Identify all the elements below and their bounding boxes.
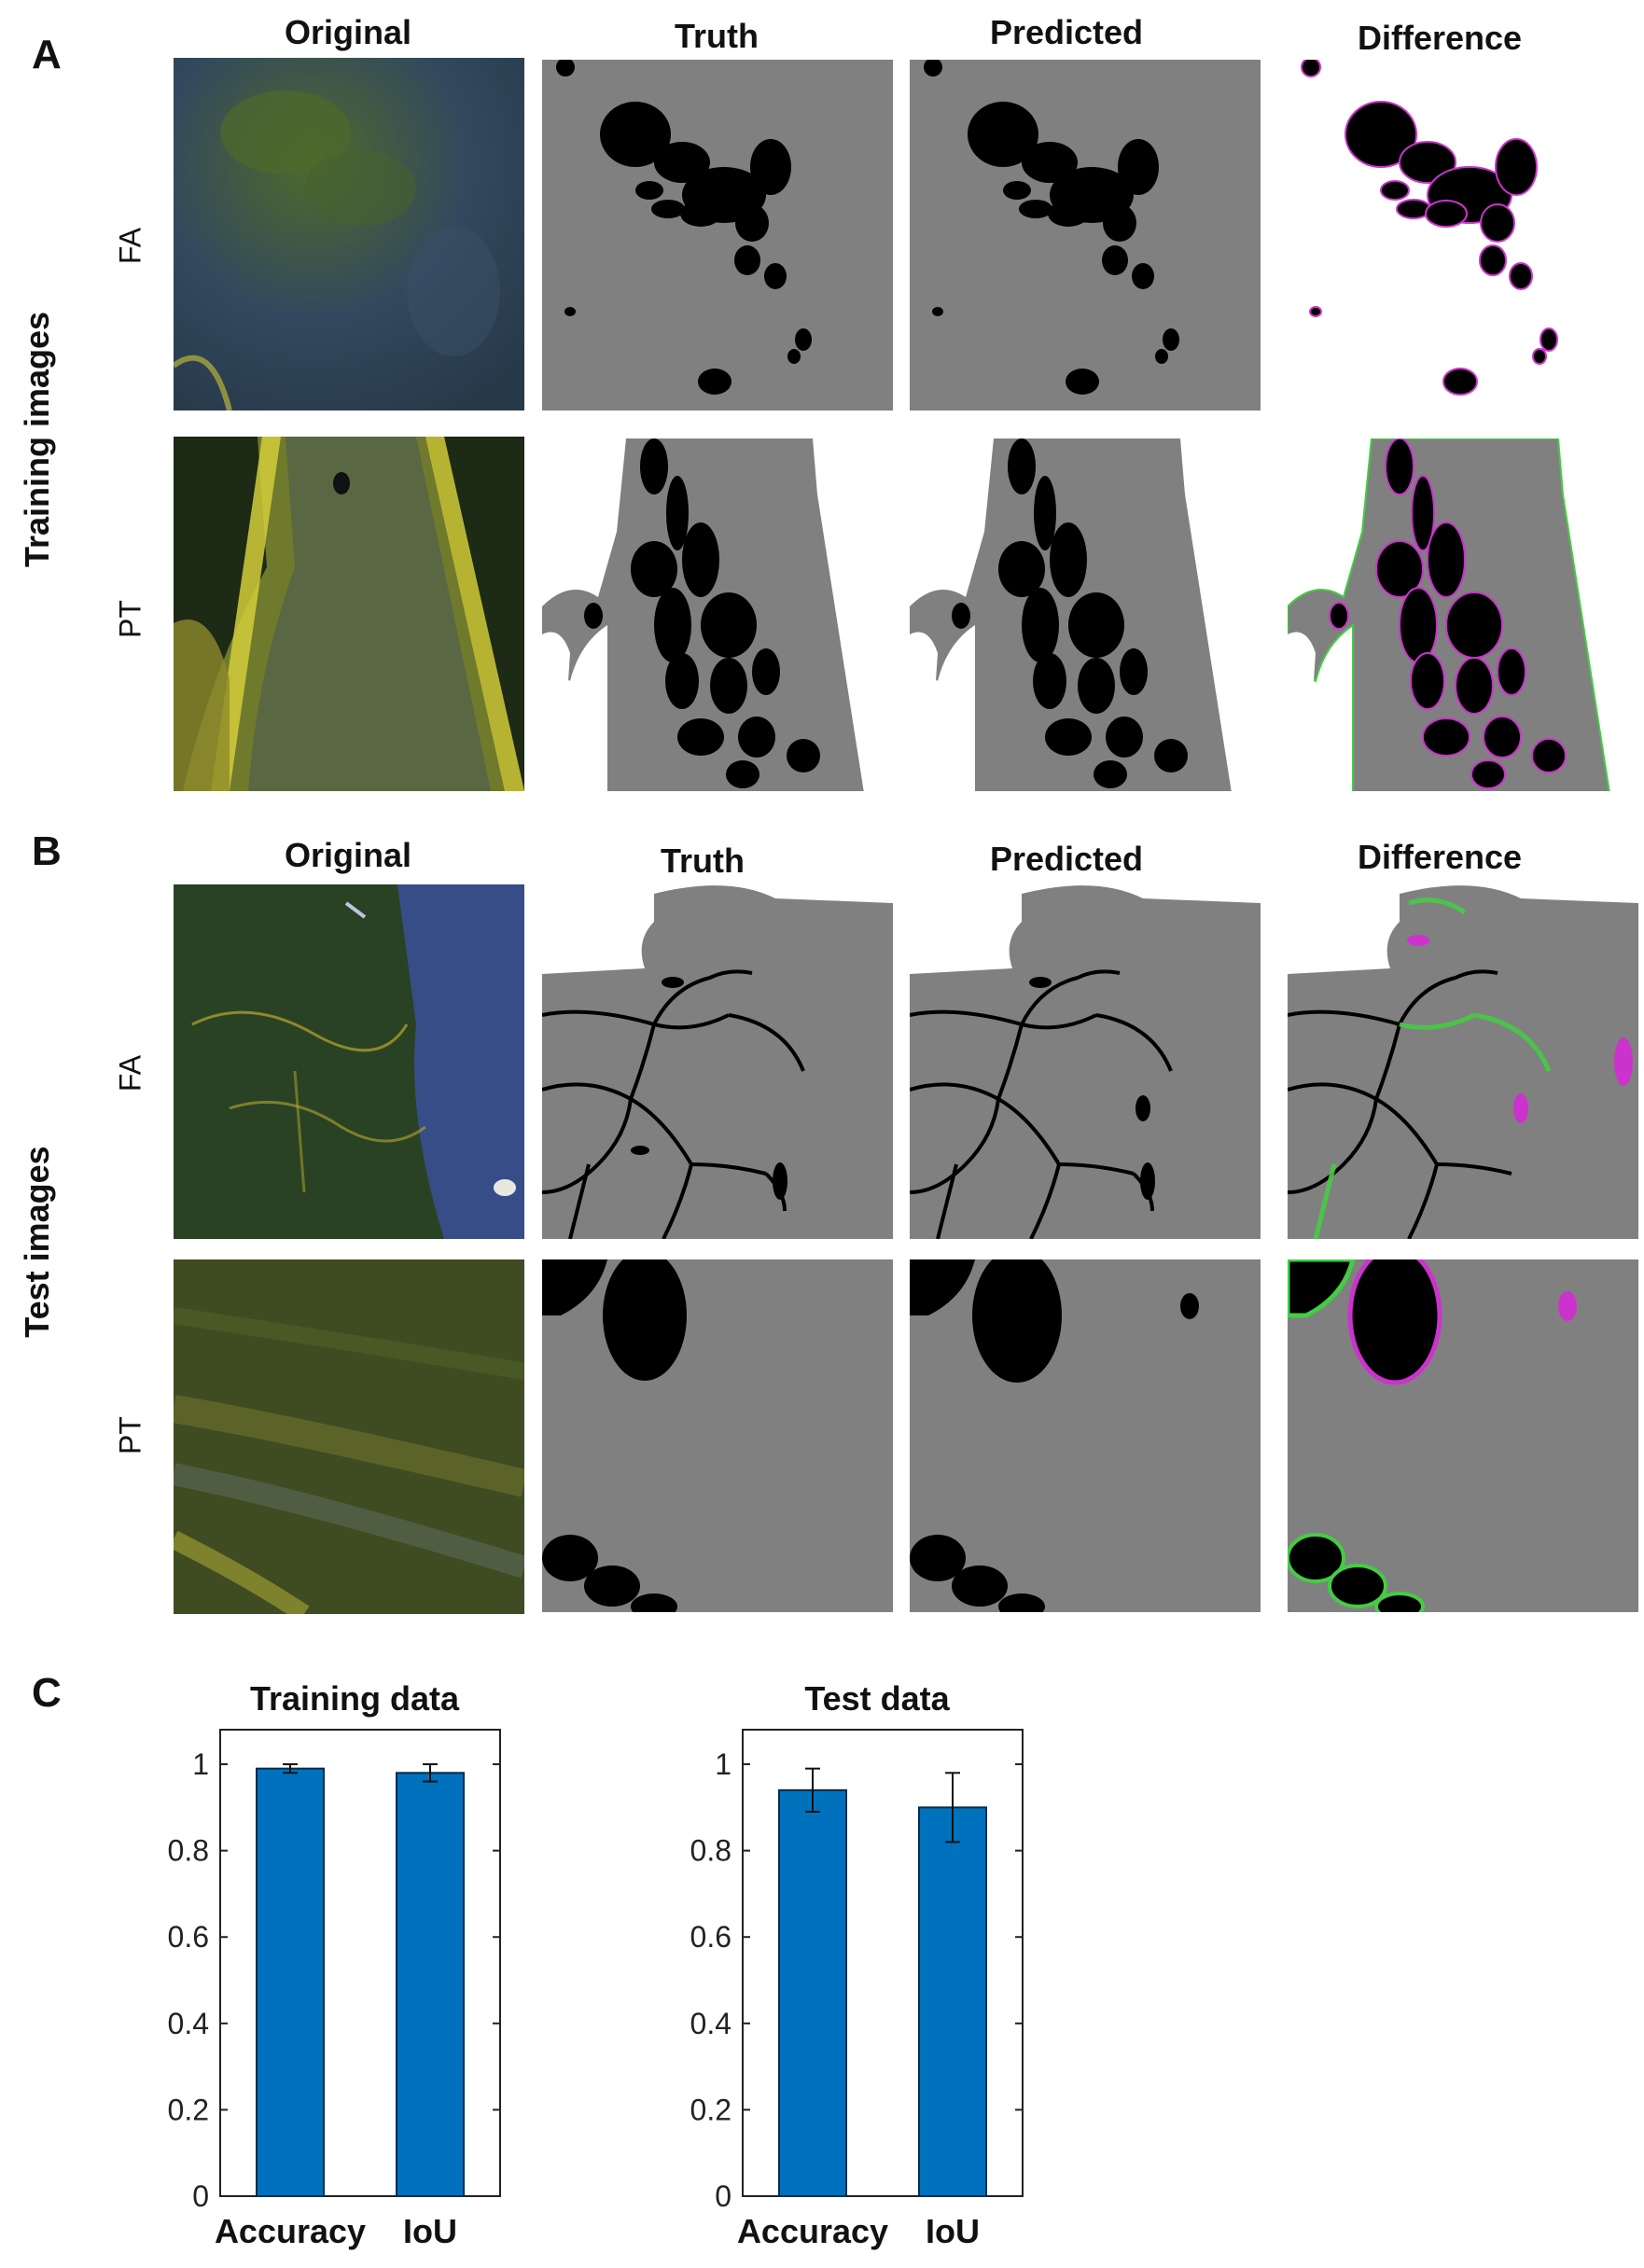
y-tick-label-training-1: 0.2: [168, 2093, 209, 2126]
bar-training-accuracy: [256, 1767, 325, 2198]
bar-test-accuracy: [778, 1788, 847, 2197]
y-tick-label-test-2: 0.4: [690, 2007, 731, 2040]
predicted-mask-b-pt: [910, 1259, 1261, 1612]
x-category-label-training-0: Accuracy: [215, 2212, 366, 2250]
predicted-mask-b-fa: [910, 884, 1261, 1239]
bar-chart-training: 0 0.2 0.4 0.6 0.8 1 Accuracy IoU: [168, 1729, 501, 2250]
truth-mask-b-fa: [542, 884, 893, 1239]
y-tick-label-training-2: 0.4: [168, 2007, 209, 2040]
y-tick-label-training-0: 0: [192, 2179, 209, 2213]
original-image-a-pt: [174, 437, 524, 791]
bar-training-iou: [396, 1772, 465, 2197]
plot-frame-training: [219, 1729, 501, 2197]
chart-title-test: Test data: [804, 1679, 950, 1718]
col-header-original-b: Original: [284, 836, 412, 874]
y-tick-label-training-3: 0.6: [168, 1920, 209, 1954]
bar-test-iou: [918, 1806, 987, 2197]
difference-mask-b-fa: [1288, 884, 1638, 1239]
col-header-truth-b: Truth: [661, 842, 745, 880]
difference-mask-a-fa: [1288, 60, 1638, 412]
x-category-label-training-1: IoU: [403, 2212, 457, 2250]
x-category-label-test-0: Accuracy: [737, 2212, 888, 2250]
row-label-pt-b: PT: [113, 1416, 147, 1454]
panel-letter-a: A: [32, 32, 62, 77]
original-image-b-fa: [174, 884, 524, 1239]
y-tick-label-test-5: 1: [715, 1747, 731, 1781]
chart-title-training: Training data: [249, 1679, 460, 1718]
predicted-mask-a-pt: [910, 438, 1261, 791]
plot-frame-test: [742, 1729, 1024, 2197]
original-image-a-fa: [174, 58, 524, 410]
col-header-truth: Truth: [675, 17, 759, 55]
difference-mask-a-pt: [1288, 438, 1638, 791]
y-tick-label-test-0: 0: [715, 2179, 731, 2213]
row-label-fa: FA: [113, 227, 147, 265]
group-label-test-images: Test images: [18, 1146, 56, 1338]
col-header-difference: Difference: [1357, 19, 1523, 57]
truth-mask-b-pt: [542, 1259, 893, 1612]
y-tick-label-test-3: 0.6: [690, 1920, 731, 1954]
original-image-b-pt: [174, 1259, 524, 1614]
col-header-predicted: Predicted: [989, 13, 1144, 51]
col-header-difference-b: Difference: [1357, 838, 1523, 876]
row-label-pt: PT: [113, 600, 147, 638]
y-tick-label-test-1: 0.2: [690, 2093, 731, 2126]
row-label-fa-b: FA: [113, 1054, 147, 1092]
truth-mask-a-fa: [542, 60, 893, 410]
panel-letter-b: B: [32, 828, 62, 874]
bar-chart-test: 0 0.2 0.4 0.6 0.8 1 Accuracy IoU: [690, 1729, 1024, 2250]
difference-mask-b-pt: [1288, 1259, 1638, 1612]
x-category-label-test-1: IoU: [926, 2212, 980, 2250]
y-tick-label-training-4: 0.8: [168, 1834, 209, 1868]
col-header-original: Original: [284, 13, 412, 51]
y-tick-label-test-4: 0.8: [690, 1834, 731, 1868]
predicted-mask-a-fa: [910, 60, 1261, 410]
panel-letter-c: C: [32, 1670, 62, 1716]
y-tick-label-training-5: 1: [192, 1747, 209, 1781]
col-header-predicted-b: Predicted: [989, 840, 1144, 878]
truth-mask-a-pt: [542, 438, 893, 791]
group-label-training-images: Training images: [18, 311, 56, 568]
